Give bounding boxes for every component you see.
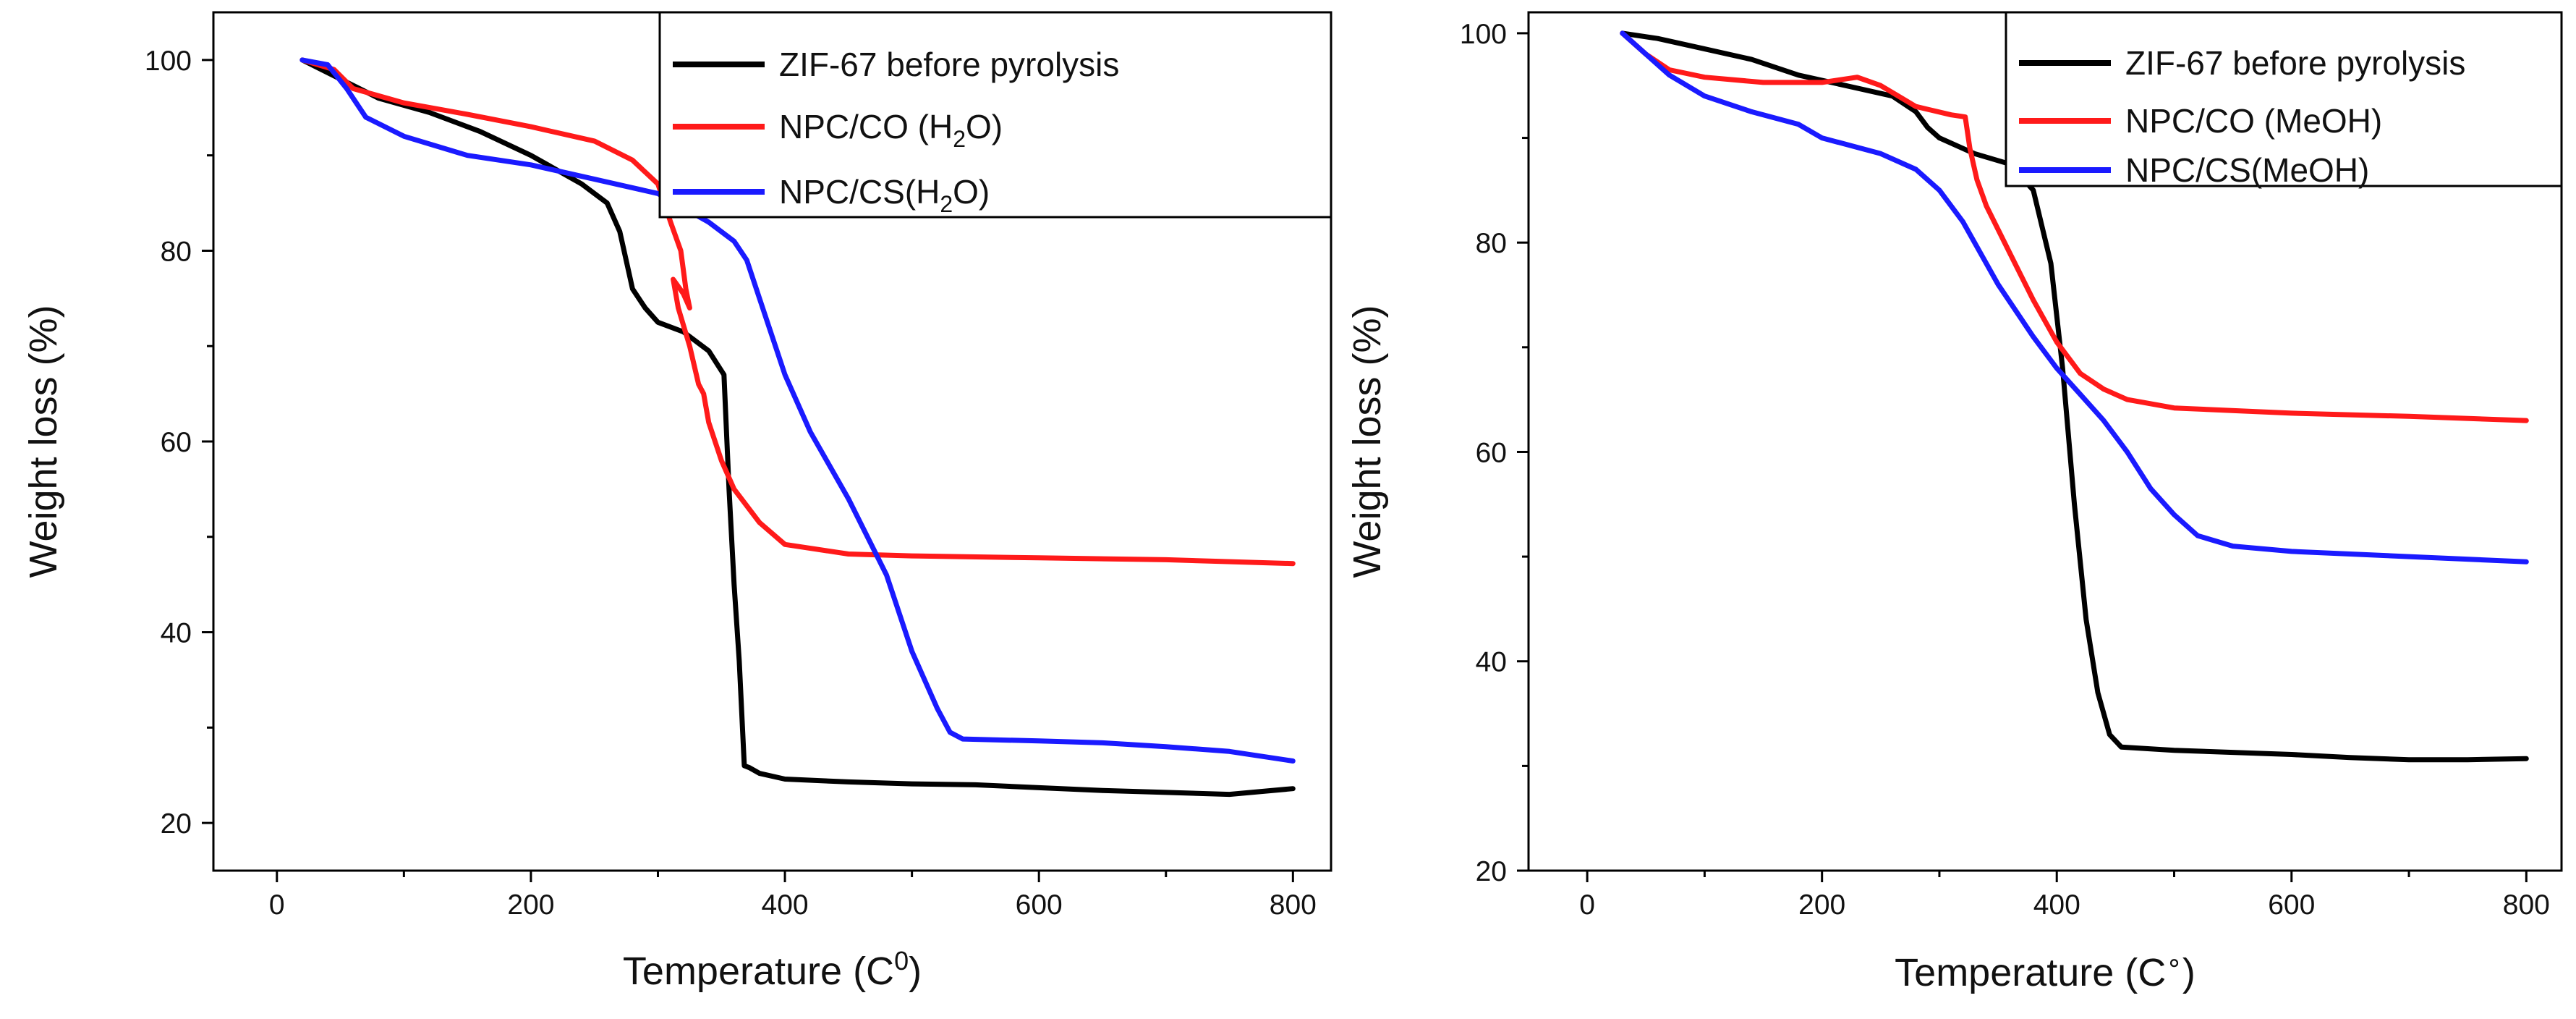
series-line-2 — [1620, 30, 2529, 423]
y-tick-label: 20 — [1476, 856, 1507, 887]
right-tga-chart: 0 200 400 600 800 20 40 60 80 100 Temperature (C∘)… — [1346, 11, 2563, 994]
y-tick-label: 100 — [145, 46, 192, 77]
y-tick-label: 100 — [1460, 19, 1507, 50]
legend-label-1: ZIF-67 before pyrolysis — [2125, 44, 2465, 82]
legend-box — [658, 11, 1332, 219]
x-tick-label: 0 — [1579, 889, 1595, 921]
y-axis-label: Weight loss (%) — [1346, 305, 1389, 578]
y-tick-label: 60 — [161, 427, 192, 458]
x-tick-label: 400 — [762, 889, 809, 921]
legend-label-1: ZIF-67 before pyrolysis — [779, 46, 1119, 83]
y-tick-label: 60 — [1476, 437, 1507, 468]
y-tick-label: 20 — [161, 808, 192, 840]
left-tga-chart: 0 200 400 600 800 20 40 60 80 100 Temperature (C0)… — [22, 11, 1332, 993]
x-tick-label: 200 — [1798, 889, 1845, 921]
y-tick-label: 40 — [161, 618, 192, 649]
y-axis-label: Weight loss (%) — [22, 305, 65, 578]
x-tick-label: 600 — [1016, 889, 1063, 921]
y-tick-label: 80 — [161, 236, 192, 267]
legend-label-2: NPC/CO (H2O) — [779, 108, 1003, 152]
series-line-1 — [1620, 30, 2529, 763]
x-tick-label: 800 — [2503, 889, 2550, 921]
series-line-3 — [1620, 30, 2529, 565]
legend-box — [2005, 11, 2563, 187]
y-tick-label: 40 — [1476, 647, 1507, 678]
series-line-2 — [299, 57, 1296, 567]
y-tick-label: 80 — [1476, 228, 1507, 259]
x-tick-label: 600 — [2268, 889, 2315, 921]
x-axis-label: Temperature (C0) — [623, 946, 922, 993]
x-tick-label: 200 — [507, 889, 554, 921]
x-axis-label: Temperature (C∘) — [1895, 947, 2195, 994]
legend-label-2: NPC/CO (MeOH) — [2125, 102, 2382, 140]
legend-label-3: NPC/CS(MeOH) — [2125, 151, 2369, 189]
legend-label-3: NPC/CS(H2O) — [779, 173, 990, 217]
series-line-3 — [299, 57, 1296, 764]
x-tick-label: 800 — [1270, 889, 1317, 921]
series-line-1 — [299, 57, 1296, 798]
x-tick-label: 400 — [2033, 889, 2080, 921]
x-tick-label: 0 — [269, 889, 285, 921]
